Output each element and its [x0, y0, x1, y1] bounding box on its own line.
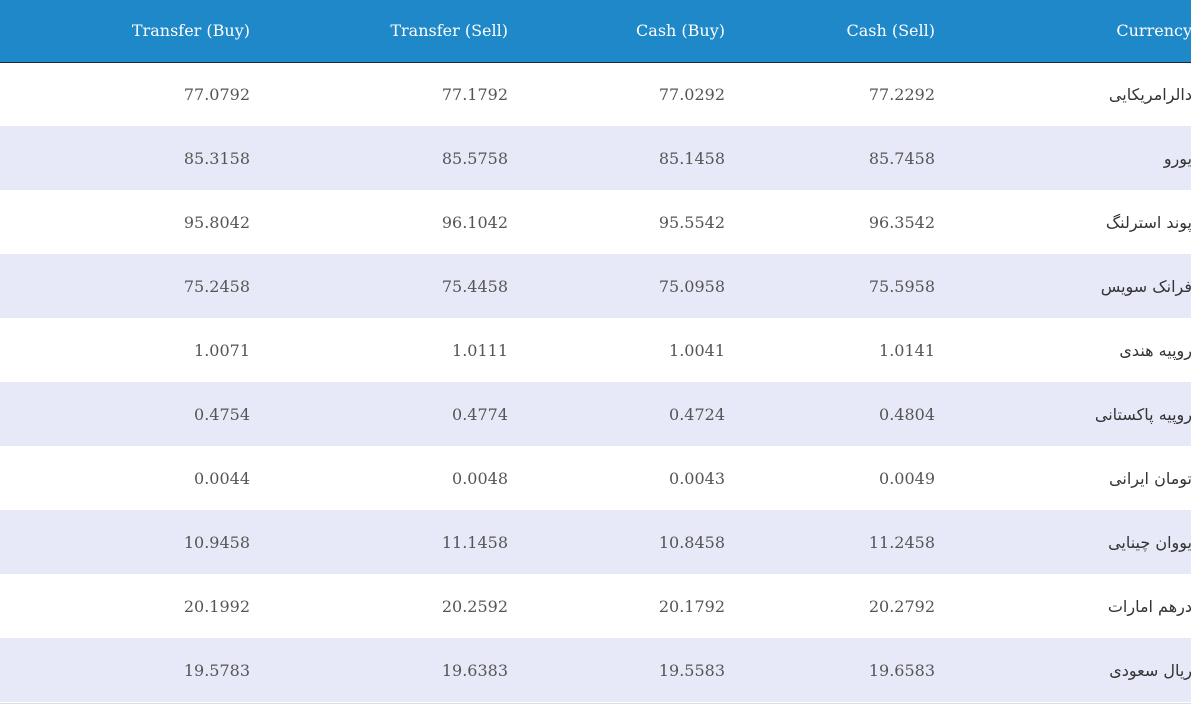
cash-sell-cell: 19.6583 [868, 660, 935, 680]
header-transfer-sell[interactable]: Transfer (Sell) [390, 21, 508, 41]
table-row: 0.4754 0.4774 0.4724 0.4804 روپیه پاکستا… [0, 382, 1191, 446]
currency-cell: یورو [1163, 148, 1191, 168]
table-row: 1.0071 1.0111 1.0041 1.0141 روپیه هندی [0, 318, 1191, 382]
transfer-buy-cell: 95.8042 [183, 212, 250, 232]
currency-cell: فرانک سویس [1100, 276, 1191, 296]
header-row: Transfer (Buy) Transfer (Sell) Cash (Buy… [0, 0, 1191, 62]
cash-buy-cell: 20.1792 [658, 596, 725, 616]
cash-buy-cell: 95.5542 [658, 212, 725, 232]
table-row: 20.1992 20.2592 20.1792 20.2792 درهم اما… [0, 574, 1191, 638]
currency-cell: درهم امارات [1107, 596, 1191, 616]
transfer-sell-cell: 1.0111 [452, 340, 508, 360]
transfer-sell-cell: 20.2592 [441, 596, 508, 616]
transfer-buy-cell: 85.3158 [183, 148, 250, 168]
cash-buy-cell: 10.8458 [658, 532, 725, 552]
currency-cell: روپیه هندی [1119, 340, 1191, 360]
transfer-sell-cell: 75.4458 [441, 276, 508, 296]
header-currency[interactable]: Currency [1116, 21, 1191, 41]
cash-buy-cell: 75.0958 [658, 276, 725, 296]
cash-sell-cell: 77.2292 [868, 84, 935, 104]
cash-sell-cell: 1.0141 [879, 340, 935, 360]
currency-cell: تومان ایرانی [1109, 468, 1191, 488]
table-row: 19.5783 19.6383 19.5583 19.6583 ریال سعو… [0, 638, 1191, 702]
currency-cell: پوند استرلنگ [1105, 212, 1191, 232]
transfer-buy-cell: 10.9458 [183, 532, 250, 552]
currency-cell: ریال سعودی [1109, 660, 1191, 680]
currency-cell: یووان چینایی [1108, 532, 1191, 552]
transfer-sell-cell: 0.0048 [452, 468, 508, 488]
cash-sell-cell: 11.2458 [868, 532, 935, 552]
transfer-sell-cell: 0.4774 [452, 404, 508, 424]
table-bottom-border [0, 703, 1191, 704]
transfer-buy-cell: 19.5783 [183, 660, 250, 680]
table-row: 85.3158 85.5758 85.1458 85.7458 یورو [0, 126, 1191, 190]
cash-buy-cell: 85.1458 [658, 148, 725, 168]
cash-sell-cell: 0.4804 [879, 404, 935, 424]
transfer-buy-cell: 0.0044 [194, 468, 250, 488]
cash-sell-cell: 85.7458 [868, 148, 935, 168]
transfer-sell-cell: 11.1458 [441, 532, 508, 552]
transfer-sell-cell: 85.5758 [441, 148, 508, 168]
table-row: 77.0792 77.1792 77.0292 77.2292 دالرامری… [0, 62, 1191, 126]
table-row: 0.0044 0.0048 0.0043 0.0049 تومان ایرانی [0, 446, 1191, 510]
transfer-sell-cell: 96.1042 [441, 212, 508, 232]
table-header: Transfer (Buy) Transfer (Sell) Cash (Buy… [0, 0, 1191, 62]
header-transfer-buy[interactable]: Transfer (Buy) [131, 21, 250, 41]
cash-buy-cell: 77.0292 [658, 84, 725, 104]
transfer-sell-cell: 77.1792 [441, 84, 508, 104]
cash-buy-cell: 1.0041 [669, 340, 725, 360]
cash-sell-cell: 20.2792 [868, 596, 935, 616]
transfer-buy-cell: 75.2458 [183, 276, 250, 296]
table-row: 75.2458 75.4458 75.0958 75.5958 فرانک سو… [0, 254, 1191, 318]
transfer-buy-cell: 20.1992 [183, 596, 250, 616]
table-body: 77.0792 77.1792 77.0292 77.2292 دالرامری… [0, 62, 1191, 702]
transfer-sell-cell: 19.6383 [441, 660, 508, 680]
currency-cell: روپیه پاکستانی [1094, 404, 1191, 424]
cash-buy-cell: 0.4724 [669, 404, 725, 424]
cash-sell-cell: 0.0049 [879, 468, 935, 488]
transfer-buy-cell: 77.0792 [183, 84, 250, 104]
table-row: 10.9458 11.1458 10.8458 11.2458 یووان چی… [0, 510, 1191, 574]
cash-sell-cell: 96.3542 [868, 212, 935, 232]
cash-buy-cell: 0.0043 [669, 468, 725, 488]
cash-buy-cell: 19.5583 [658, 660, 725, 680]
currency-cell: دالرامریکایی [1108, 84, 1191, 104]
header-cash-buy[interactable]: Cash (Buy) [636, 21, 725, 41]
header-cash-sell[interactable]: Cash (Sell) [846, 21, 935, 41]
table-row: 95.8042 96.1042 95.5542 96.3542 پوند است… [0, 190, 1191, 254]
transfer-buy-cell: 0.4754 [194, 404, 250, 424]
transfer-buy-cell: 1.0071 [194, 340, 250, 360]
cash-sell-cell: 75.5958 [868, 276, 935, 296]
